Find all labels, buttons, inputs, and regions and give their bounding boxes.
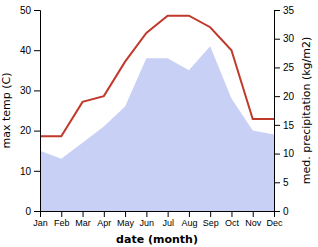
tick: 30 [274,33,295,44]
tick-mark [210,211,211,217]
tick-label: 5 [283,177,289,188]
tick: Jul [162,211,174,228]
tick: Nov [245,211,262,228]
tick-mark [274,39,280,40]
tick-label: Jan [33,218,48,228]
axis-line [34,11,41,212]
tick-label: Jun [140,218,155,228]
area [40,46,274,211]
tick: May [117,211,135,228]
tick: Sep [203,211,219,228]
y2-axis-title: med. precipitation (kg/m2) [300,37,313,185]
tick-mark [61,211,62,217]
tick-mark [274,96,280,97]
tick-label: Oct [225,218,240,228]
tick-mark [34,50,40,51]
tick-label: 20 [283,91,295,102]
line [40,16,274,137]
tick: 0 [25,206,40,217]
tick-label: Apr [97,218,111,228]
tick: Mar [75,211,91,228]
tick-mark [34,90,40,91]
tick-label: May [117,218,135,228]
tick-label: 0 [25,206,31,217]
tick-label: 50 [20,5,32,16]
tick: 10 [274,148,295,159]
tick: 30 [20,85,40,96]
tick-label: Mar [75,218,91,228]
tick: 20 [20,125,40,136]
tick-mark [274,10,280,11]
axis-line [41,212,275,218]
tick-label: 40 [20,45,32,56]
tick-mark [231,211,232,217]
tick-mark [104,211,105,217]
tick: 35 [274,5,295,16]
tick-mark [274,67,280,68]
y-axis: 0 10 20 30 40 50 [20,5,41,217]
tick: 40 [20,45,40,56]
tick-mark [274,125,280,126]
tick: Jun [140,211,155,228]
tick-label: Jul [162,218,174,228]
tick-mark [168,211,169,217]
chart: JanFebMarAprMayJunJulAugSepOctNovDec0102… [0,0,318,247]
tick-mark [83,211,84,217]
plot: JanFebMarAprMayJunJulAugSepOctNovDec0102… [20,5,295,229]
tick: 20 [274,91,295,102]
x-axis-title: date (month) [116,233,198,246]
tick-mark [34,211,40,212]
tick-label: 30 [283,33,295,44]
tick-label: 35 [283,5,295,16]
axis-line [275,11,281,212]
tick: 50 [20,5,40,16]
tick: Apr [97,211,111,228]
tick-label: 10 [20,166,32,177]
tick-label: 20 [20,125,32,136]
tick-mark [189,211,190,217]
y2-axis: 0 5 10 15 20 25 30 35 [274,5,295,217]
tick-label: 30 [20,85,32,96]
marks [40,16,274,211]
tick: 5 [274,177,289,188]
tick-mark [253,211,254,217]
tick-mark [34,171,40,172]
y-axis-title: max temp (C) [0,72,13,148]
tick-label: Nov [245,218,262,228]
tick-mark [125,211,126,217]
tick-label: 15 [283,120,295,131]
tick-mark [274,154,280,155]
tick: Dec [266,211,283,228]
tick-label: 25 [283,62,295,73]
tick: Oct [225,211,240,228]
tick-mark [146,211,147,217]
tick-label: Sep [203,218,219,228]
tick-label: 0 [283,206,289,217]
tick-mark [34,10,40,11]
tick: Aug [181,211,197,228]
tick: Jan [33,211,48,228]
tick-label: 10 [283,148,295,159]
tick: 25 [274,62,295,73]
tick-label: Feb [54,218,70,228]
tick: 15 [274,120,295,131]
tick-label: Dec [266,218,283,228]
tick: Feb [54,211,70,228]
tick: 10 [20,166,40,177]
tick: 0 [274,206,289,217]
tick-mark [274,211,280,212]
tick-mark [274,182,280,183]
tick-mark [34,131,40,132]
tick-label: Aug [181,218,197,228]
x-axis: Jan Feb Mar Apr May Jun Jul Aug Sep Oct Nov Dec [33,211,283,228]
